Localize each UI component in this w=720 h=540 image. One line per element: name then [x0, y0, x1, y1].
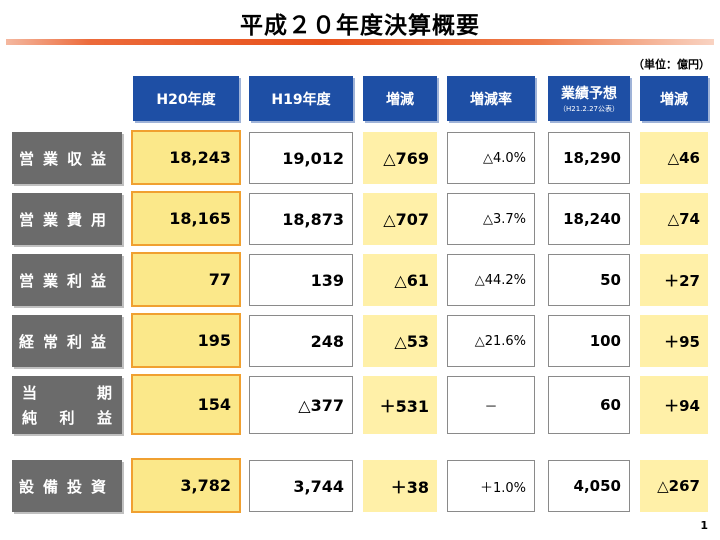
cell-h20: 3,782: [131, 458, 241, 513]
header-diff-label: 増減: [386, 91, 414, 108]
cell-forecast-diff: ＋27: [640, 254, 708, 306]
cell-h19: 18,873: [249, 193, 353, 245]
cell-rate: △44.2%: [447, 254, 535, 306]
cell-rate: △21.6%: [447, 315, 535, 367]
page-number: 1: [700, 519, 708, 532]
header-forecast-label: 業績予想: [561, 86, 617, 102]
header-h20: H20年度: [133, 76, 239, 121]
cell-h20: 18,165: [131, 191, 241, 246]
cell-diff: △53: [363, 315, 437, 367]
cell-h19: 19,012: [249, 132, 353, 184]
header-forecast-sublabel: （H21.2.27公表）: [559, 105, 619, 113]
header-h20-label: H20年度: [156, 91, 216, 108]
cell-diff: ＋38: [363, 460, 437, 512]
row-label-char: 益: [96, 409, 112, 427]
header-rate-label: 増減率: [470, 91, 512, 108]
cell-forecast-diff: ＋94: [640, 376, 708, 434]
cell-diff: △707: [363, 193, 437, 245]
cell-forecast: 100: [548, 315, 630, 367]
cell-diff: △61: [363, 254, 437, 306]
row-label-operating-expenses: 営業費用: [12, 193, 122, 245]
header-h19: H19年度: [249, 76, 353, 121]
cell-rate: △4.0%: [447, 132, 535, 184]
header-forecast-diff-label: 増減: [660, 91, 688, 108]
row-label-capex: 設備投資: [12, 460, 122, 512]
cell-forecast: 18,290: [548, 132, 630, 184]
cell-rate: ＋1.0%: [447, 460, 535, 512]
cell-h20: 77: [131, 252, 241, 307]
cell-h19: 3,744: [249, 460, 353, 512]
cell-h20: 154: [131, 374, 241, 435]
row-label-net-income-line2: 純 利 益: [22, 407, 112, 428]
cell-forecast: 18,240: [548, 193, 630, 245]
row-label-char: 当: [22, 384, 38, 402]
row-label-char: 期: [96, 384, 112, 402]
row-label-ordinary-income: 経常利益: [12, 315, 122, 367]
unit-label: （単位：億円）: [633, 58, 710, 71]
header-h19-label: H19年度: [271, 91, 331, 108]
cell-forecast-diff: △46: [640, 132, 708, 184]
row-label-net-income: 当 期 純 利 益: [12, 376, 122, 434]
page-title: 平成２０年度決算概要: [240, 13, 480, 39]
cell-forecast: 4,050: [548, 460, 630, 512]
header-rate: 増減率: [447, 76, 535, 121]
row-label-char: 純: [22, 409, 38, 427]
header-forecast: 業績予想 （H21.2.27公表）: [548, 76, 630, 121]
header-forecast-diff: 増減: [640, 76, 708, 121]
cell-h20: 195: [131, 313, 241, 368]
cell-rate: △3.7%: [447, 193, 535, 245]
cell-forecast: 50: [548, 254, 630, 306]
row-label-operating-income: 営業利益: [12, 254, 122, 306]
row-label-operating-revenue: 営業収益: [12, 132, 122, 184]
cell-diff: ＋531: [363, 376, 437, 434]
cell-h19: △377: [249, 376, 353, 434]
row-label-char: 利: [59, 409, 75, 427]
row-label-net-income-line1: 当 期: [22, 382, 112, 403]
cell-forecast: 60: [548, 376, 630, 434]
title-underline: [6, 39, 714, 45]
cell-forecast-diff: △74: [640, 193, 708, 245]
cell-h19: 139: [249, 254, 353, 306]
cell-forecast-diff: ＋95: [640, 315, 708, 367]
cell-diff: △769: [363, 132, 437, 184]
cell-h19: 248: [249, 315, 353, 367]
cell-forecast-diff: △267: [640, 460, 708, 512]
cell-h20: 18,243: [131, 130, 241, 185]
cell-rate: －: [447, 376, 535, 434]
header-diff: 増減: [363, 76, 437, 121]
